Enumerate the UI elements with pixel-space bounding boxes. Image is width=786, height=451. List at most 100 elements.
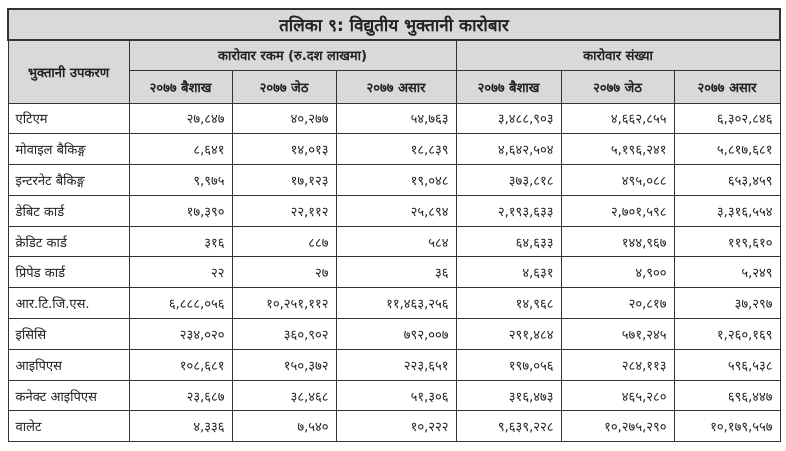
count-cell: ४,६६२,८५५	[560, 102, 675, 135]
count-cell: ३,४८८,९०३	[455, 102, 562, 135]
count-cell: १,२६०,१६९	[673, 318, 781, 350]
instrument-label: मोवाइल बैकिङ्ग	[7, 133, 130, 166]
amount-cell: ९,९७५	[128, 164, 233, 196]
table-row: वालेट ४,३३६ ७,५४० १०,२२२ ९,६३९,२२८ १०,२७५,२९०…	[7, 410, 781, 443]
instrument-label: एटिएम	[7, 102, 130, 135]
amount-cell: १०८,६८१	[128, 348, 233, 381]
count-month-header: २०७७ असार	[673, 69, 781, 104]
count-cell: ५,२४९	[673, 256, 781, 289]
count-cell: ९,६३९,२२८	[455, 410, 562, 443]
amount-cell: २५,८९४	[335, 194, 457, 227]
table-row: आर.टि.जि.एस. ६,८८८,०५६ १०,२५१,११२ ११,४६३,२५…	[7, 287, 781, 320]
amount-month-header: २०७७ बैशाख	[128, 69, 233, 104]
amount-cell: १७,३९०	[128, 194, 233, 227]
instrument-label: इन्टरनेट बैकिङ्ग	[7, 164, 130, 196]
amount-cell: १९,०४८	[335, 164, 457, 196]
instrument-label: कनेक्ट आइपिएस	[7, 379, 130, 412]
amount-cell: २३,६८७	[128, 379, 233, 412]
amount-cell: १०,२२२	[335, 410, 457, 443]
count-cell: २,७०१,५९८	[560, 194, 675, 227]
amount-cell: ५१,३०६	[335, 379, 457, 412]
instrument-header: भुक्तानी उपकरण	[7, 39, 130, 104]
count-cell: १९७,०५६	[455, 348, 562, 381]
amount-cell: ७,५४०	[231, 410, 337, 443]
table-title: तलिका ९: विद्युतीय भुक्तानी कारोबार	[6, 8, 782, 41]
instrument-label: डेबिट कार्ड	[7, 194, 130, 227]
count-cell: ४,६४२,५०४	[455, 133, 562, 166]
count-cell: ४६५,२८०	[560, 379, 675, 412]
amount-cell: ५८४	[335, 225, 457, 258]
count-cell: ३७,२९७	[673, 287, 781, 320]
table-row: एटिएम २७,८४७ ४०,२७७ ५४,७६३ ३,४८८,९०३ ४,६६२,८५…	[7, 102, 781, 135]
count-cell: ३,३१६,५५४	[673, 194, 781, 227]
amount-cell: ८८७	[231, 225, 337, 258]
count-cell: ३१६,४७३	[455, 379, 562, 412]
amount-cell: १४,०१३	[231, 133, 337, 166]
count-cell: ६५३,४५९	[673, 164, 781, 196]
count-group-header: कारोवार संख्या	[455, 39, 781, 71]
count-cell: २०,८१७	[560, 287, 675, 320]
table-row: आइपिएस १०८,६८१ १५०,३७२ २२३,६५१ १९७,०५६ २८४,११…	[7, 348, 781, 381]
amount-cell: ५४,७६३	[335, 102, 457, 135]
count-cell: १०,२७५,२९०	[560, 410, 675, 443]
amount-month-header: २०७७ असार	[335, 69, 457, 104]
amount-cell: १७,१२३	[231, 164, 337, 196]
amount-cell: ११,४६३,२५६	[335, 287, 457, 320]
count-cell: ३७३,८१८	[455, 164, 562, 196]
amount-cell: १८,८३९	[335, 133, 457, 166]
table-row: इसिसि २३४,०२० ३६०,९०२ ७९२,००७ २९१,४८४ ५७१,२४५…	[7, 318, 781, 350]
amount-cell: ६,८८८,०५६	[128, 287, 233, 320]
amount-cell: १५०,३७२	[231, 348, 337, 381]
count-month-header: २०७७ जेठ	[560, 69, 675, 104]
count-cell: ५७१,२४५	[560, 318, 675, 350]
instrument-label: वालेट	[7, 410, 130, 443]
instrument-label: आइपिएस	[7, 348, 130, 381]
count-cell: ५,१९६,२४१	[560, 133, 675, 166]
count-cell: ६,३०२,८४६	[673, 102, 781, 135]
count-cell: ६९६,४४७	[673, 379, 781, 412]
table-row: मोवाइल बैकिङ्ग ८,६४१ १४,०१३ १८,८३९ ४,६४२,५०४…	[7, 133, 781, 166]
count-cell: २९१,४८४	[455, 318, 562, 350]
count-cell: २,१९३,६३३	[455, 194, 562, 227]
count-cell: ४,९००	[560, 256, 675, 289]
count-cell: १४४,९६७	[560, 225, 675, 258]
amount-cell: ३८,४६८	[231, 379, 337, 412]
count-cell: ४९५,०८८	[560, 164, 675, 196]
table-body: एटिएम २७,८४७ ४०,२७७ ५४,७६३ ३,४८८,९०३ ४,६६२,८५…	[7, 102, 781, 443]
amount-cell: ८,६४१	[128, 133, 233, 166]
table-row: डेबिट कार्ड १७,३९० २२,११२ २५,८९४ २,१९३,६३३ २,…	[7, 194, 781, 227]
instrument-label: क्रेडिट कार्ड	[7, 225, 130, 258]
count-cell: १०,१७९,५५७	[673, 410, 781, 443]
table-row: क्रेडिट कार्ड ३१६ ८८७ ५८४ ६४,६३३ १४४,९६७ ११९,६…	[7, 225, 781, 258]
count-cell: ६४,६३३	[455, 225, 562, 258]
instrument-label: इसिसि	[7, 318, 130, 350]
amount-cell: ३६०,९०२	[231, 318, 337, 350]
count-cell: २८४,११३	[560, 348, 675, 381]
instrument-label: आर.टि.जि.एस.	[7, 287, 130, 320]
count-month-header: २०७७ बैशाख	[455, 69, 562, 104]
amount-cell: २७	[231, 256, 337, 289]
count-cell: ११९,६१०	[673, 225, 781, 258]
amount-cell: २२३,६५१	[335, 348, 457, 381]
table-row: इन्टरनेट बैकिङ्ग ९,९७५ १७,१२३ १९,०४८ ३७३,८१८…	[7, 164, 781, 196]
amount-cell: ३१६	[128, 225, 233, 258]
table-row: प्रिपेड कार्ड २२ २७ ३६ ४,६३१ ४,९०० ५,२४९	[7, 256, 781, 289]
count-cell: ५,८१७,६८१	[673, 133, 781, 166]
count-cell: ५९६,५३८	[673, 348, 781, 381]
amount-cell: ४०,२७७	[231, 102, 337, 135]
table-row: कनेक्ट आइपिएस २३,६८७ ३८,४६८ ५१,३०६ ३१६,४७३ ४६…	[7, 379, 781, 412]
amount-cell: २७,८४७	[128, 102, 233, 135]
amount-group-header: कारोवार रकम (रु.दश लाखमा)	[128, 39, 457, 71]
amount-month-header: २०७७ जेठ	[231, 69, 337, 104]
payment-transactions-table: तलिका ९: विद्युतीय भुक्तानी कारोबार भुक्…	[6, 8, 782, 443]
amount-cell: ७९२,००७	[335, 318, 457, 350]
instrument-label: प्रिपेड कार्ड	[7, 256, 130, 289]
amount-cell: २२	[128, 256, 233, 289]
amount-cell: ३६	[335, 256, 457, 289]
amount-cell: २२,११२	[231, 194, 337, 227]
count-cell: ४,६३१	[455, 256, 562, 289]
amount-cell: २३४,०२०	[128, 318, 233, 350]
count-cell: १४,९६८	[455, 287, 562, 320]
amount-cell: १०,२५१,११२	[231, 287, 337, 320]
amount-cell: ४,३३६	[128, 410, 233, 443]
